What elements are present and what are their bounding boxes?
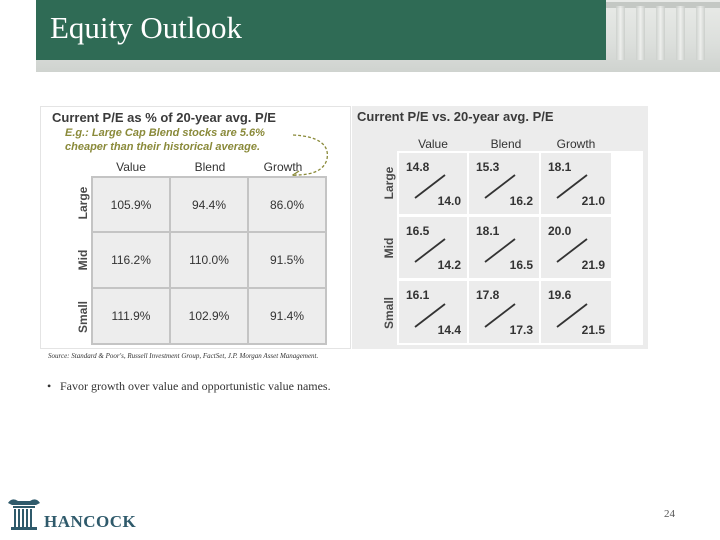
column-header-growth: Growth [263,160,303,174]
grid-cell: 91.5% [249,233,325,287]
column-header-blend: Blend [490,137,522,151]
grid-cell: 15.3 16.2 [469,153,539,214]
grid-cell: 111.9% [93,289,169,343]
current-pe: 16.5 [406,224,430,238]
average-pe: 14.0 [437,194,461,208]
trend-line-icon [556,174,588,199]
trend-line-icon [414,238,446,263]
grid-cell: 16.1 14.4 [399,281,467,343]
average-pe: 17.3 [509,323,533,337]
average-pe: 14.4 [437,323,461,337]
current-pe: 15.3 [476,160,500,174]
left-panel-title: Current P/E as % of 20-year avg. P/E [52,110,276,125]
trend-line-icon [484,174,516,199]
average-pe: 21.9 [581,258,605,272]
row-header-large: Large [382,166,396,200]
right-panel-title: Current P/E vs. 20-year avg. P/E [357,109,554,124]
trend-line-icon [414,303,446,328]
grid-cell: 18.1 16.5 [469,217,539,278]
company-logo-text: HANCOCK [44,512,137,531]
trend-line-icon [556,238,588,263]
building-ledge [606,2,720,8]
bullet-icon: • [47,379,52,393]
hancock-column-logo-icon [8,499,40,530]
trend-line-icon [484,238,516,263]
column-shape [636,6,645,60]
average-pe: 21.0 [581,194,605,208]
grid-cell: 17.8 17.3 [469,281,539,343]
column-header-blend: Blend [194,160,226,174]
trend-line-icon [414,174,446,199]
grid-cell: 14.8 14.0 [399,153,467,214]
row-header-small: Small [76,301,90,334]
page-number: 24 [664,508,675,520]
row-header-small: Small [382,297,396,330]
grid-cell: 102.9% [171,289,247,343]
example-note: E.g.: Large Cap Blend stocks are 5.6% ch… [65,126,265,154]
grid-cell: 110.0% [171,233,247,287]
title-bar [36,0,606,60]
grid-cell: 20.0 21.9 [541,217,611,278]
bullet-item: • Favor growth over value and opportunist… [47,379,331,394]
pe-comparison-grid: 14.8 14.0 15.3 16.2 18.1 21.0 16.5 14.2 … [397,151,643,345]
average-pe: 16.2 [509,194,533,208]
page-title: Equity Outlook [50,10,243,45]
column-shape [696,6,705,60]
current-pe: 20.0 [548,224,572,238]
row-header-mid: Mid [76,249,90,271]
column-header-growth: Growth [556,137,596,151]
grid-cell: 105.9% [93,178,169,231]
source-note: Source: Standard & Poor's, Russell Inves… [48,352,319,360]
grid-cell: 116.2% [93,233,169,287]
current-pe: 14.8 [406,160,430,174]
bullet-text: Favor growth over value and opportunisti… [60,379,331,393]
pe-percent-grid: 105.9% 94.4% 86.0% 116.2% 110.0% 91.5% 1… [91,176,327,345]
row-header-large: Large [76,186,90,220]
column-shape [676,6,685,60]
pe-percent-panel: Current P/E as % of 20-year avg. P/E E.g… [40,106,351,349]
grid-cell: 18.1 21.0 [541,153,611,214]
average-pe: 14.2 [437,258,461,272]
average-pe: 21.5 [581,323,605,337]
grid-cell: 16.5 14.2 [399,217,467,278]
column-header-value: Value [418,137,448,151]
current-pe: 16.1 [406,288,430,302]
trend-line-icon [556,303,588,328]
row-header-mid: Mid [382,237,396,259]
column-shape [616,6,625,60]
grid-cell: 86.0% [249,178,325,231]
current-pe: 17.8 [476,288,500,302]
column-shape [656,6,665,60]
current-pe: 18.1 [548,160,572,174]
grid-cell: 94.4% [171,178,247,231]
example-note-line: cheaper than their historical average. [65,141,261,153]
grid-cell: 91.4% [249,289,325,343]
column-header-value: Value [116,160,146,174]
grid-cell: 19.6 21.5 [541,281,611,343]
current-pe: 18.1 [476,224,500,238]
average-pe: 16.5 [509,258,533,272]
trend-line-icon [484,303,516,328]
example-note-line: E.g.: Large Cap Blend stocks are 5.6% [65,127,265,139]
pe-comparison-panel: Current P/E vs. 20-year avg. P/E Value B… [352,106,648,349]
current-pe: 19.6 [548,288,572,302]
